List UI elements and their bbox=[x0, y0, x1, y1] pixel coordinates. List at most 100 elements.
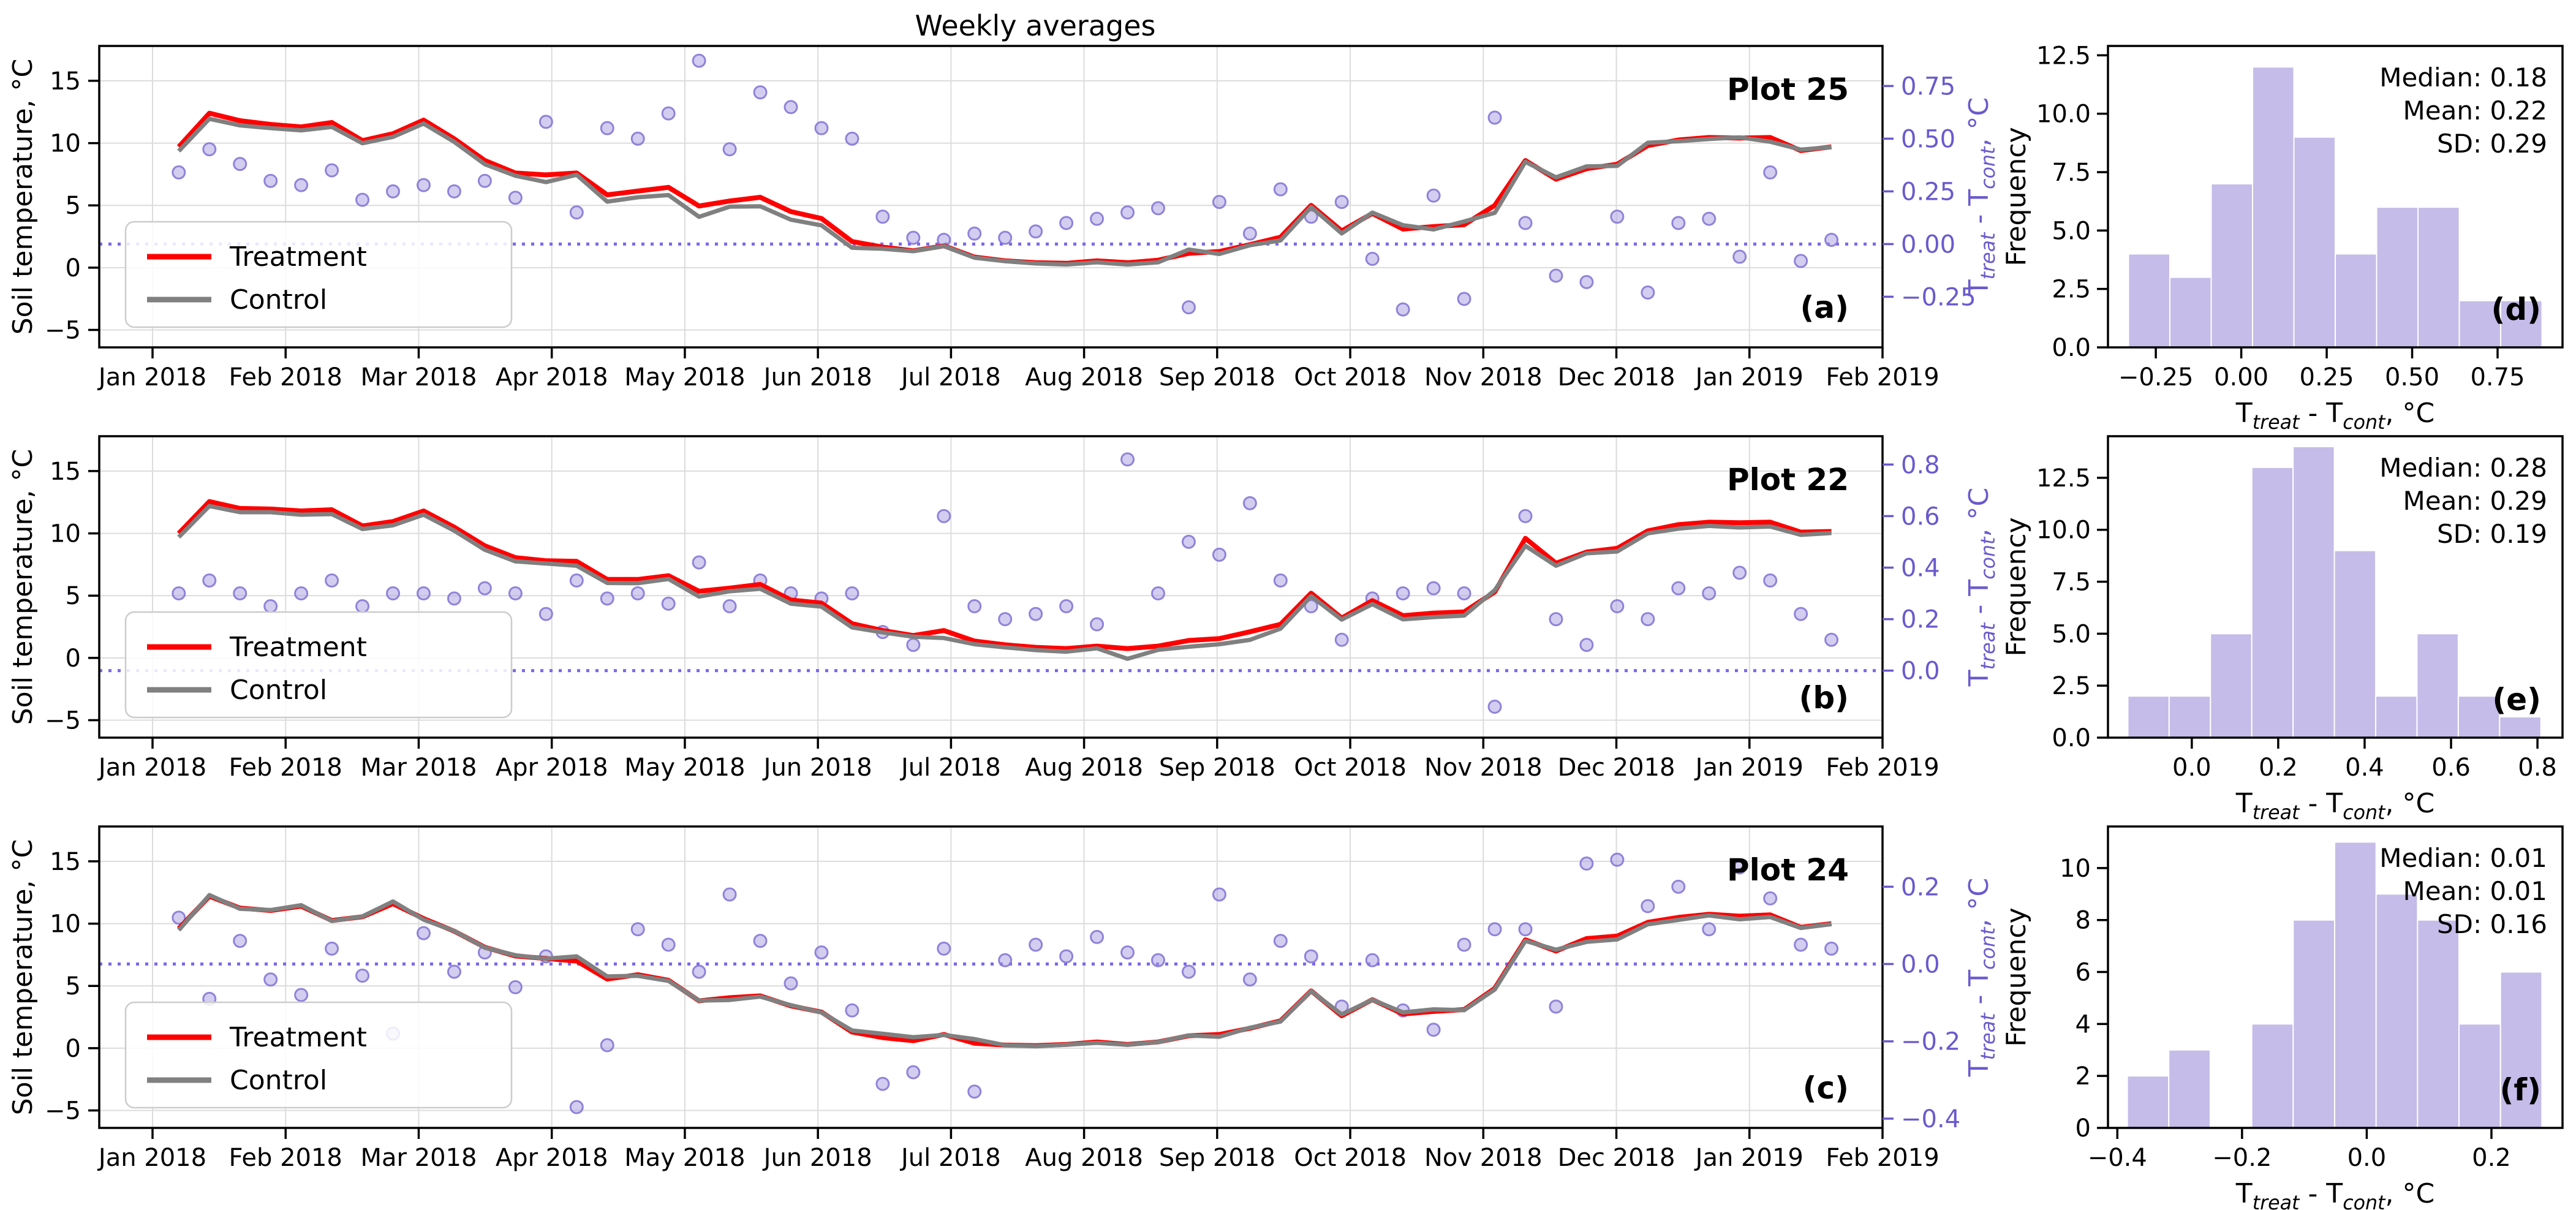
scatter-point bbox=[1273, 182, 1288, 197]
label-sub: treat bbox=[2253, 412, 2300, 434]
x-tick-label: Aug 2018 bbox=[1025, 754, 1143, 782]
scatter-point bbox=[1732, 860, 1747, 875]
scatter-point bbox=[1273, 934, 1288, 948]
x-tick-label: Oct 2018 bbox=[1294, 1144, 1407, 1172]
scatter-point bbox=[1273, 573, 1288, 588]
x-tick-label: Aug 2018 bbox=[1025, 363, 1143, 391]
label-text: - T bbox=[2299, 1178, 2343, 1209]
scatter-point bbox=[1059, 599, 1074, 614]
hist-bar bbox=[2293, 136, 2336, 349]
scatter-point bbox=[1090, 929, 1105, 944]
x-tick-label: Dec 2018 bbox=[1558, 363, 1675, 391]
scatter-point bbox=[416, 926, 431, 940]
timeseries-panel-b: 15 10 5 0 −5 Jan 2018 Feb 2018 Mar 2018 Apr 2018… bbox=[7, 435, 2000, 782]
scatter-point bbox=[937, 941, 951, 956]
scatter-point bbox=[1029, 224, 1043, 239]
histogram-panel-f: 0 2 4 6 8 10 −0.4 −0.2 0.0 0.2 Frequency Ttreat - T… bbox=[2001, 825, 2564, 1210]
stats-line: Mean: 0.22 bbox=[2403, 96, 2547, 126]
scatter-point bbox=[998, 953, 1013, 967]
left-axis-label: Soil temperature, °C bbox=[7, 449, 39, 725]
corner-label: (b) bbox=[1799, 680, 1849, 716]
label-text: T bbox=[2235, 788, 2253, 819]
x-tick-label: Sep 2018 bbox=[1159, 754, 1275, 782]
timeseries-panel-a: 15 10 5 0 −5 Jan 2018 Feb 2018 Mar 2018 Apr 2018… bbox=[7, 45, 2000, 391]
hist-bar bbox=[2168, 1049, 2211, 1129]
scatter-point bbox=[1610, 599, 1625, 614]
x-tick-label: 0.25 bbox=[2300, 363, 2354, 391]
scatter-point bbox=[1763, 573, 1778, 588]
scatter-point bbox=[447, 184, 461, 199]
scatter-point bbox=[569, 573, 584, 588]
legend-box bbox=[124, 1001, 513, 1109]
label-text: , °C bbox=[1963, 97, 1995, 147]
x-tick-label: Feb 2019 bbox=[1826, 363, 1939, 391]
y-tick-label: 10.0 bbox=[2036, 516, 2091, 545]
y-tick-label: 10 bbox=[50, 130, 81, 158]
scatter-point bbox=[1212, 887, 1226, 902]
hist-bar bbox=[2376, 206, 2419, 348]
legend-b: Treatment Control bbox=[124, 611, 513, 719]
scatter-point bbox=[814, 945, 829, 960]
x-tick-label: Jan 2019 bbox=[1694, 754, 1804, 782]
scatter-point bbox=[784, 100, 798, 115]
scatter-point bbox=[1671, 216, 1686, 230]
y-tick-label: 0 bbox=[66, 254, 81, 282]
control-line bbox=[177, 893, 1832, 1049]
scatter-point bbox=[233, 934, 247, 948]
scatter-point bbox=[753, 85, 768, 100]
scatter-point bbox=[1732, 565, 1747, 580]
scatter-point bbox=[1549, 999, 1563, 1014]
x-tick-label: −0.25 bbox=[2118, 363, 2194, 391]
plot-label: Plot 25 bbox=[1727, 72, 1849, 107]
scatter-point bbox=[172, 586, 186, 601]
right-axis-label: Ttreat - Tcont, °C bbox=[1963, 878, 2000, 1077]
right-tick-label: 0.0 bbox=[1901, 657, 1940, 686]
stats-line: Median: 0.18 bbox=[2379, 62, 2547, 93]
scatter-point bbox=[661, 596, 676, 611]
scatter-point bbox=[1120, 945, 1135, 960]
right-tick-label: 0.2 bbox=[1901, 606, 1940, 634]
hist-bar bbox=[2292, 919, 2335, 1129]
x-tick-label: −0.2 bbox=[2212, 1144, 2272, 1172]
scatter-point bbox=[569, 205, 584, 220]
scatter-point bbox=[1794, 937, 1808, 952]
hist-bar bbox=[2292, 445, 2335, 738]
scatter-point bbox=[753, 934, 768, 948]
scatter-point bbox=[967, 226, 982, 241]
y-tick-label: 0.0 bbox=[2052, 334, 2091, 362]
scatter-point bbox=[1457, 586, 1471, 601]
scatter-point bbox=[386, 586, 401, 601]
scatter-point bbox=[1242, 226, 1257, 241]
scatter-point bbox=[202, 142, 217, 157]
scatter-point bbox=[1579, 274, 1594, 289]
diff-scatter-c bbox=[172, 852, 1839, 1114]
x-tick-label: Mar 2018 bbox=[360, 363, 477, 391]
y-tick-label: 10.0 bbox=[2036, 100, 2091, 129]
x-tick-label: Jul 2018 bbox=[899, 1144, 1001, 1172]
scatter-point bbox=[1671, 581, 1686, 596]
legend-treatment-label: Treatment bbox=[229, 632, 367, 663]
scatter-point bbox=[508, 980, 523, 994]
x-tick-label: 0.75 bbox=[2470, 363, 2525, 391]
x-tick-label: 0.00 bbox=[2214, 363, 2268, 391]
scatter-point bbox=[294, 586, 309, 601]
plot-label: Plot 22 bbox=[1727, 462, 1849, 497]
hist-bar bbox=[2210, 183, 2253, 348]
scatter-point bbox=[1671, 879, 1686, 894]
scatter-point bbox=[600, 1038, 614, 1053]
stats-line: Median: 0.28 bbox=[2379, 453, 2547, 483]
scatter-point bbox=[233, 157, 247, 172]
hist-bar bbox=[2499, 716, 2542, 739]
y-tick-label: 8 bbox=[2076, 907, 2091, 935]
y-tick-label: −5 bbox=[45, 707, 81, 735]
scatter-point bbox=[1457, 292, 1471, 306]
legend-control-label: Control bbox=[230, 1065, 327, 1096]
scatter-point bbox=[416, 586, 431, 601]
hist-bar bbox=[2335, 253, 2378, 348]
corner-label: (c) bbox=[1803, 1070, 1849, 1106]
scatter-point bbox=[447, 964, 461, 979]
label-text: T bbox=[2235, 1178, 2253, 1209]
label-text: T bbox=[2235, 398, 2253, 429]
x-tick-label: Mar 2018 bbox=[360, 754, 477, 782]
legend-box bbox=[124, 221, 513, 328]
